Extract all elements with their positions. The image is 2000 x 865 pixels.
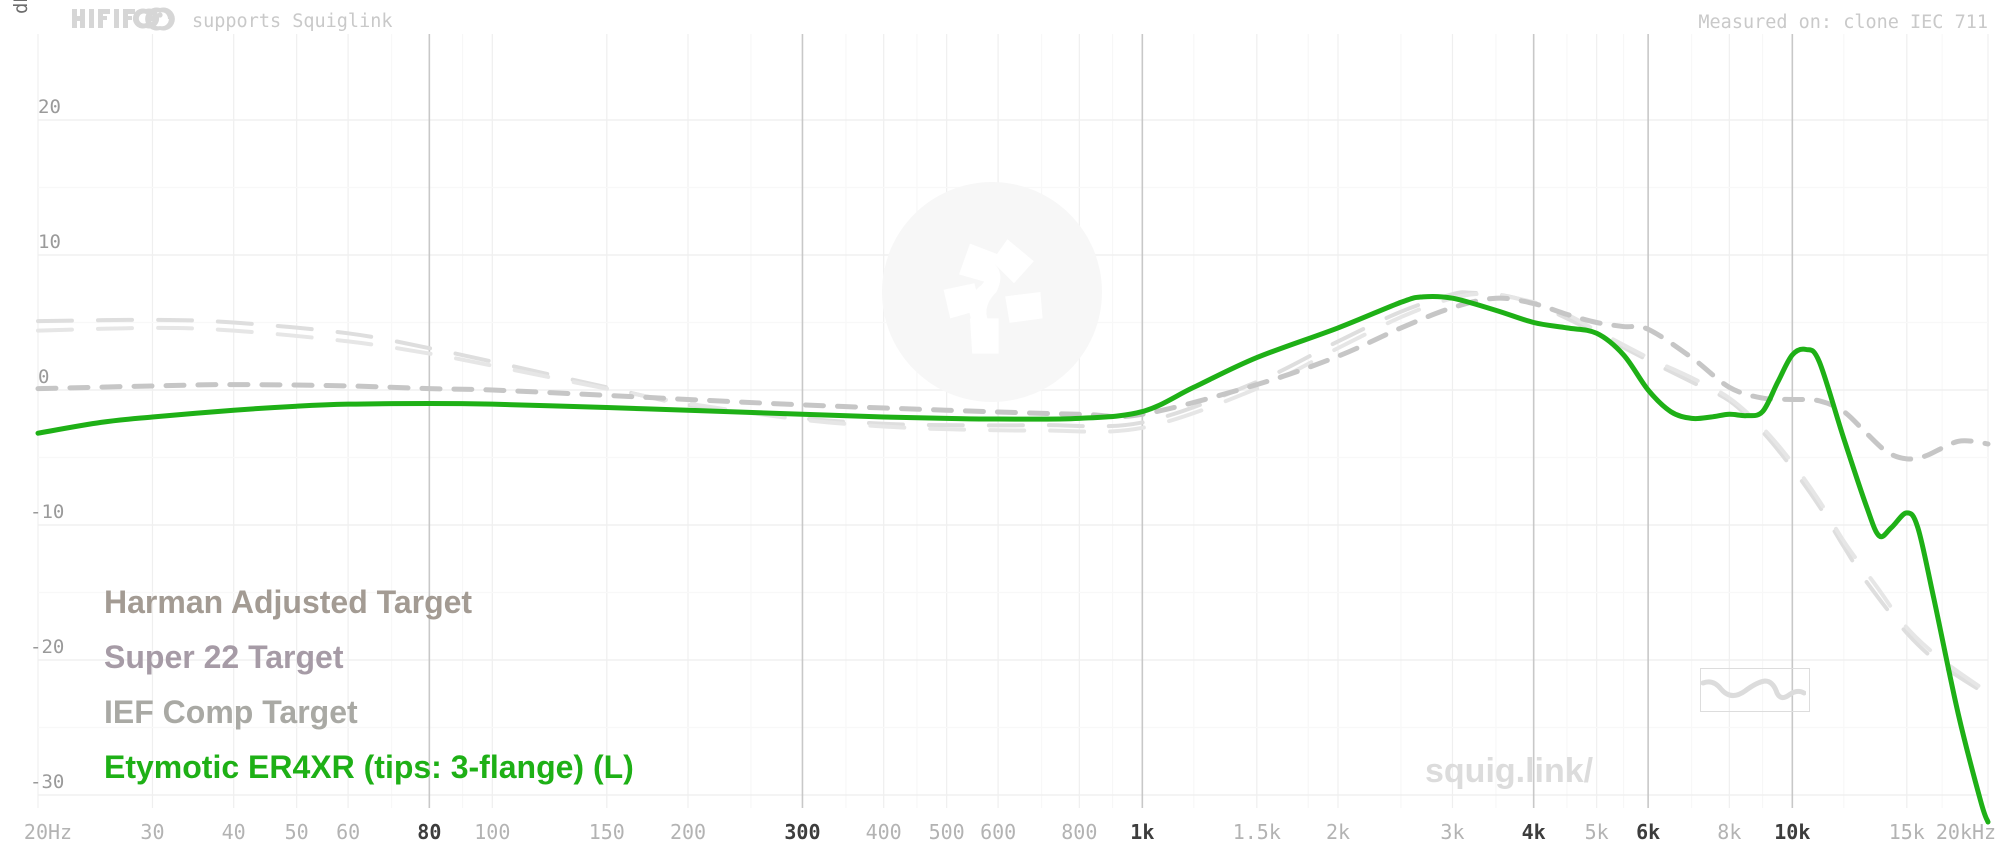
x-axis-tick-label: 200 xyxy=(669,820,707,844)
x-axis-tick-label: 3k xyxy=(1440,820,1465,844)
frequency-response-thumbnail-icon[interactable] xyxy=(1700,668,1810,712)
x-axis-tick-label: 15k xyxy=(1888,820,1925,844)
x-axis-tick-label: 300 xyxy=(784,820,821,844)
legend-item-1[interactable]: Super 22 Target xyxy=(104,639,344,675)
x-axis-tick-label: 150 xyxy=(588,820,625,844)
y-axis-tick-label: 0 xyxy=(38,366,50,388)
y-axis-tick-label: 10 xyxy=(38,231,61,253)
x-axis-tick-label: 800 xyxy=(1061,820,1098,844)
series-line xyxy=(36,290,1990,698)
x-axis-tick-label: 10k xyxy=(1774,820,1811,844)
grid-minor-horizontal xyxy=(38,119,1988,796)
x-axis-tick-label: 50 xyxy=(284,820,309,844)
x-axis-tick-label: 1k xyxy=(1130,820,1155,844)
x-axis-tick-label: 30 xyxy=(140,820,165,844)
y-axis-tick-label: -30 xyxy=(30,771,65,793)
legend-item-0[interactable]: Harman Adjusted Target xyxy=(104,584,473,620)
x-axis-tick-label: 5k xyxy=(1584,820,1609,844)
x-axis-tick-label: 4k xyxy=(1521,820,1546,844)
y-axis-unit-label: dB xyxy=(10,0,32,14)
x-axis-tick-label: 20Hz xyxy=(23,820,73,844)
x-axis-tick-label: 1.5k xyxy=(1232,820,1281,844)
y-axis-tick-label: 20 xyxy=(38,96,61,118)
x-axis-tick-label: 400 xyxy=(865,820,902,844)
x-axis-tick-label: 6k xyxy=(1636,820,1661,844)
chart-legend: Harman Adjusted Target Super 22 Target IEF… xyxy=(104,575,634,795)
series-line xyxy=(35,293,1991,825)
series-line xyxy=(36,291,1990,695)
chart-series-group xyxy=(35,290,1991,825)
x-axis-tick-label: 100 xyxy=(474,820,511,844)
y-axis-tick-label: -20 xyxy=(30,636,65,658)
x-axis-tick-label: 20kHz xyxy=(1935,820,1997,844)
legend-item-2[interactable]: IEF Comp Target xyxy=(104,694,358,730)
x-axis-tick-label: 2k xyxy=(1325,820,1351,844)
x-axis-tick-label: 500 xyxy=(928,820,965,844)
x-axis-tick-label: 80 xyxy=(417,820,442,844)
y-axis-tick-label: -10 xyxy=(30,501,65,523)
series-line xyxy=(35,295,1991,462)
x-axis-tick-label: 600 xyxy=(980,820,1017,844)
legend-item-3[interactable]: Etymotic ER4XR (tips: 3-flange) (L) xyxy=(104,749,634,785)
x-axis-tick-label: 60 xyxy=(336,820,361,844)
x-axis-tick-label: 40 xyxy=(221,820,246,844)
x-axis-tick-label: 8k xyxy=(1717,820,1742,844)
